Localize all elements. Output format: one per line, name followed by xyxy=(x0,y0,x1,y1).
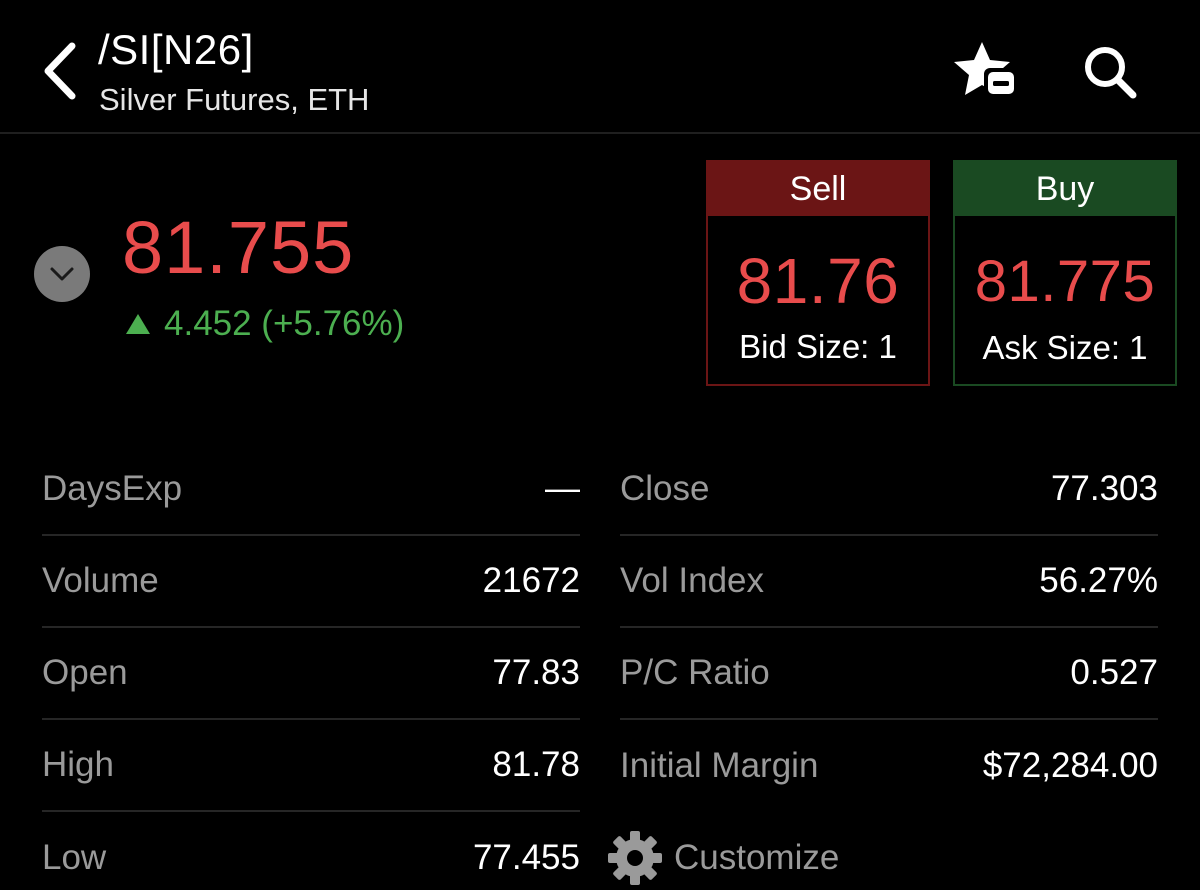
buy-button[interactable]: Buy 81.775 Ask Size: 1 xyxy=(953,160,1177,386)
stat-row-vol-index: Vol Index 56.27% xyxy=(620,536,1158,628)
stat-label: High xyxy=(42,745,114,784)
stat-label: Initial Margin xyxy=(620,746,819,785)
gear-icon xyxy=(608,831,662,885)
stat-value: 77.83 xyxy=(492,653,580,692)
stat-row-high: High 81.78 xyxy=(42,720,580,812)
stat-label: DaysExp xyxy=(42,469,183,508)
sell-button[interactable]: Sell 81.76 Bid Size: 1 xyxy=(706,160,930,386)
customize-button[interactable]: Customize xyxy=(606,826,839,890)
stat-label: Volume xyxy=(42,561,159,600)
search-button[interactable] xyxy=(1078,40,1142,104)
stat-value: $72,284.00 xyxy=(982,746,1158,785)
stat-label: P/C Ratio xyxy=(620,653,770,692)
ask-size: Ask Size: 1 xyxy=(982,329,1148,366)
chevron-left-icon xyxy=(44,42,76,100)
stats-left-column: DaysExp — Volume 21672 Open 77.83 High 8… xyxy=(42,444,580,890)
chevron-down-icon xyxy=(50,267,74,281)
star-remove-icon xyxy=(954,42,1018,98)
bid-price: 81.76 xyxy=(736,245,900,317)
stat-row-low: Low 77.455 xyxy=(42,812,580,890)
header: /SI[N26] Silver Futures, ETH xyxy=(0,0,1200,134)
stat-label: Vol Index xyxy=(620,561,764,600)
stat-label: Low xyxy=(42,838,107,877)
stat-row-daysexp: DaysExp — xyxy=(42,444,580,536)
stat-row-initial-margin: Initial Margin $72,284.00 xyxy=(620,720,1158,812)
net-change: 4.452 (+5.76%) xyxy=(126,304,404,344)
stat-value: — xyxy=(545,469,580,508)
stat-value: 77.303 xyxy=(1050,469,1158,508)
stat-row-volume: Volume 21672 xyxy=(42,536,580,628)
stat-row-pc-ratio: P/C Ratio 0.527 xyxy=(620,628,1158,720)
stat-row-close: Close 77.303 xyxy=(620,444,1158,536)
symbol-description: Silver Futures, ETH xyxy=(99,82,370,117)
stat-row-open: Open 77.83 xyxy=(42,628,580,720)
stat-value: 21672 xyxy=(482,561,580,600)
up-arrow-icon xyxy=(126,314,150,334)
buy-label: Buy xyxy=(955,162,1175,216)
stat-value: 56.27% xyxy=(1039,561,1158,600)
search-icon xyxy=(1085,47,1137,99)
watchlist-button[interactable] xyxy=(952,38,1022,104)
stats-right-column: Close 77.303 Vol Index 56.27% P/C Ratio … xyxy=(620,444,1158,812)
ask-price: 81.775 xyxy=(974,249,1156,314)
back-button[interactable] xyxy=(30,38,90,104)
sell-label: Sell xyxy=(708,162,928,216)
symbol-title: /SI[N26] xyxy=(98,26,254,73)
stat-value: 77.455 xyxy=(472,838,580,877)
stat-value: 0.527 xyxy=(1070,653,1158,692)
bid-size: Bid Size: 1 xyxy=(739,328,897,365)
collapse-button[interactable] xyxy=(34,246,90,302)
net-change-value: 4.452 (+5.76%) xyxy=(164,304,405,343)
stat-value: 81.78 xyxy=(492,745,580,784)
last-price: 81.755 xyxy=(122,206,355,289)
stat-label: Close xyxy=(620,469,710,508)
stat-label: Open xyxy=(42,653,128,692)
customize-label: Customize xyxy=(674,838,840,877)
